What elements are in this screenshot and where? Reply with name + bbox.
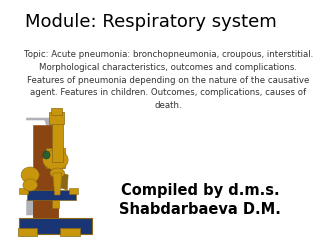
Ellipse shape [23,179,38,191]
Text: Compiled by d.m.s.
Shabdarbaeva D.M.: Compiled by d.m.s. Shabdarbaeva D.M. [119,183,281,217]
FancyBboxPatch shape [19,218,92,234]
FancyBboxPatch shape [52,120,63,162]
Ellipse shape [43,150,68,170]
FancyBboxPatch shape [19,188,28,194]
Text: Topic: Acute pneumonia: bronchopneumonia, croupous, interstitial.
Morphological : Topic: Acute pneumonia: bronchopneumonia… [24,50,313,110]
FancyBboxPatch shape [51,108,62,115]
Polygon shape [27,118,55,215]
Polygon shape [53,173,62,195]
FancyBboxPatch shape [27,190,76,200]
FancyBboxPatch shape [33,200,58,220]
Ellipse shape [50,168,64,178]
Polygon shape [61,173,68,190]
FancyBboxPatch shape [49,112,64,124]
FancyBboxPatch shape [33,125,58,220]
Ellipse shape [43,151,50,159]
FancyBboxPatch shape [60,228,80,236]
Ellipse shape [21,167,39,183]
FancyBboxPatch shape [69,188,78,194]
FancyBboxPatch shape [46,148,64,168]
FancyBboxPatch shape [52,200,59,208]
Text: Module: Respiratory system: Module: Respiratory system [26,13,277,31]
FancyBboxPatch shape [18,228,38,236]
